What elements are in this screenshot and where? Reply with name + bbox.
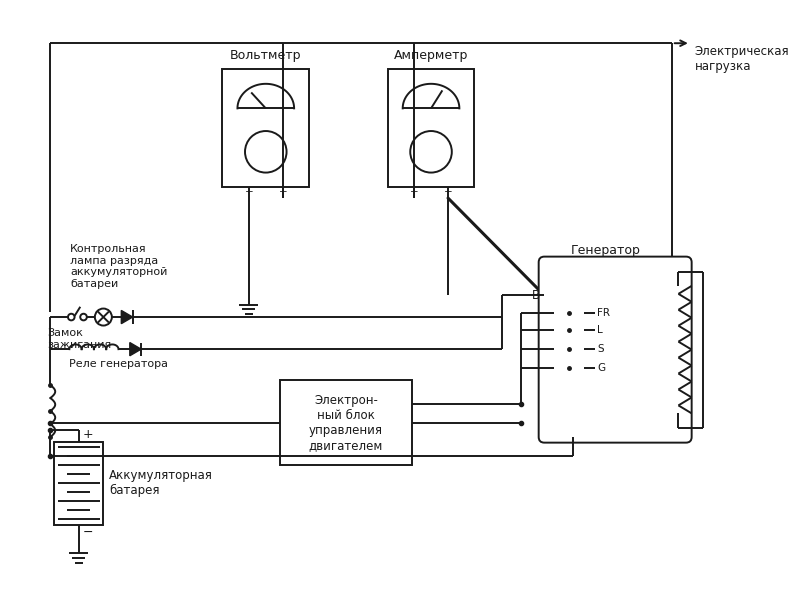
Bar xyxy=(222,69,310,187)
Bar xyxy=(554,300,584,389)
Text: Генератор: Генератор xyxy=(570,244,641,258)
Text: Реле генератора: Реле генератора xyxy=(70,359,168,368)
Text: Вольтметр: Вольтметр xyxy=(230,49,302,62)
Text: S: S xyxy=(598,344,604,354)
Text: −: − xyxy=(82,526,93,539)
Text: Электрическая
нагрузка: Электрическая нагрузка xyxy=(694,45,789,73)
Text: Электрон-
ный блок
управления
двигателем: Электрон- ный блок управления двигателем xyxy=(309,394,383,452)
Text: L: L xyxy=(598,325,603,335)
Text: Контрольная
лампа разряда
аккумуляторной
батареи: Контрольная лампа разряда аккумуляторной… xyxy=(70,244,168,289)
FancyBboxPatch shape xyxy=(538,256,692,442)
Text: −: − xyxy=(444,187,453,197)
Text: +: + xyxy=(278,187,287,197)
Text: FR: FR xyxy=(598,308,610,318)
Text: Амперметр: Амперметр xyxy=(394,49,468,62)
Text: +: + xyxy=(82,427,94,441)
Bar xyxy=(280,380,412,465)
Text: G: G xyxy=(598,363,606,373)
Bar xyxy=(387,69,474,187)
Text: +: + xyxy=(410,187,418,197)
Text: Замок
зажигания: Замок зажигания xyxy=(48,328,112,350)
Bar xyxy=(54,442,103,525)
Text: B: B xyxy=(531,289,540,302)
Text: Аккумуляторная
батарея: Аккумуляторная батарея xyxy=(109,469,213,497)
Polygon shape xyxy=(122,311,133,324)
Text: −: − xyxy=(245,187,253,197)
Polygon shape xyxy=(130,343,141,356)
